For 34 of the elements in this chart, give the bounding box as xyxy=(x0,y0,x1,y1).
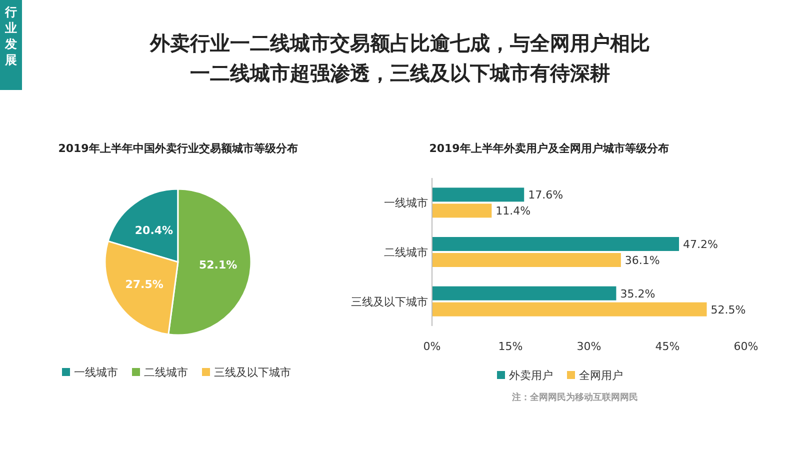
text: 一二线城市超强渗透，三线及以下城市有待深耕 xyxy=(190,61,610,85)
data-label: 52.5% xyxy=(710,303,746,316)
x-tick-label: 0% xyxy=(423,340,441,353)
data-label: 47.2% xyxy=(683,238,718,251)
data-label: 27.5% xyxy=(125,278,164,291)
x-tick-label: 15% xyxy=(498,340,523,353)
y-tick-label: 二线城市 xyxy=(384,246,428,259)
text: 外卖行业一二线城市交易额占比逾七成，与全网用户相比 xyxy=(149,31,650,55)
bar xyxy=(432,286,616,300)
chart-title: 2019年上半年外卖用户及全网用户城市等级分布 xyxy=(429,142,669,155)
legend-label: 二线城市 xyxy=(144,366,188,379)
text: 行业发展 xyxy=(4,5,17,67)
bar xyxy=(432,302,707,316)
x-tick-label: 30% xyxy=(576,340,602,353)
y-tick-label: 一线城市 xyxy=(384,196,428,210)
legend-label: 三线及以下城市 xyxy=(214,366,291,379)
y-tick-label: 三线及以下城市 xyxy=(351,295,428,308)
legend-label: 全网用户 xyxy=(579,369,623,382)
data-label: 52.1% xyxy=(198,258,238,272)
data-label: 36.1% xyxy=(624,254,660,267)
legend-label: 一线城市 xyxy=(74,366,118,379)
chart-title: 2019年上半年中国外卖行业交易额城市等级分布 xyxy=(58,142,298,155)
data-label: 17.6% xyxy=(528,188,564,202)
x-tick-label: 60% xyxy=(734,340,758,353)
legend-label: 外卖用户 xyxy=(509,369,553,382)
data-label: 20.4% xyxy=(134,224,174,237)
data-label: 35.2% xyxy=(620,287,656,300)
bar xyxy=(432,204,492,218)
bar xyxy=(432,253,621,267)
bar xyxy=(432,188,524,202)
data-label: 11.4% xyxy=(496,204,531,218)
x-tick-label: 45% xyxy=(655,340,680,353)
bar xyxy=(432,237,680,251)
text: 注：全网网民为移动互联网网民 xyxy=(511,392,638,403)
